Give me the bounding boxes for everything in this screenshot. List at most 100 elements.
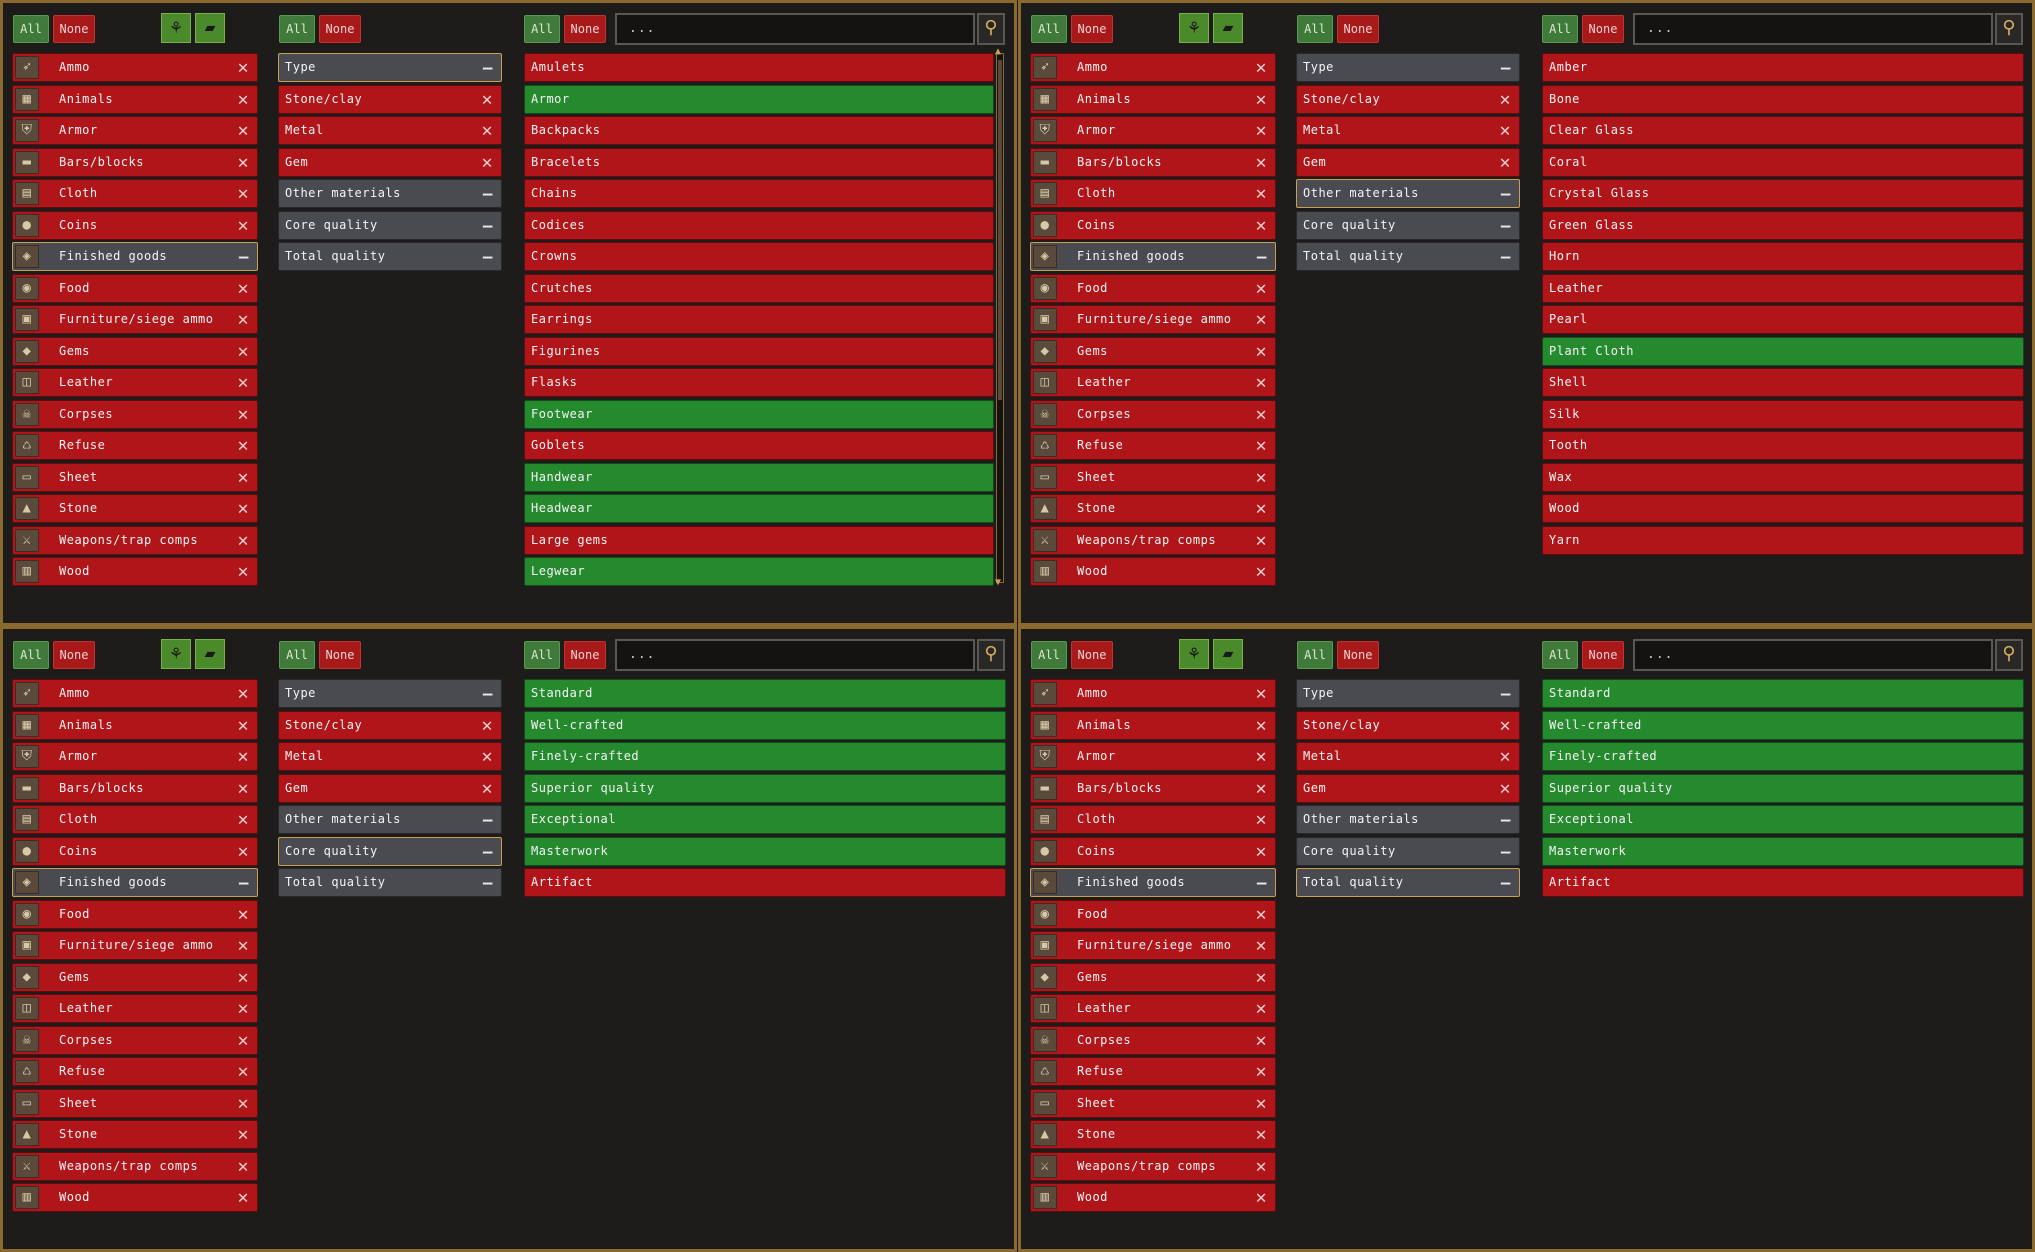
category-item[interactable]: ◆ Gems ✕: [1030, 962, 1276, 992]
list-item[interactable]: Pearl: [1542, 305, 2024, 334]
filter-item[interactable]: Type —: [1296, 53, 1520, 82]
disabled-x-icon[interactable]: ✕: [237, 340, 249, 362]
disabled-x-icon[interactable]: ✕: [1255, 809, 1267, 830]
category-item[interactable]: ▬ Bars/blocks ✕: [1030, 773, 1276, 803]
disabled-x-icon[interactable]: ✕: [1255, 498, 1267, 519]
disabled-x-icon[interactable]: ✕: [237, 966, 249, 988]
filter-item[interactable]: Core quality —: [278, 210, 502, 240]
search-icon[interactable]: ⚲: [1995, 13, 2023, 45]
category-item[interactable]: ▤ Cloth ✕: [12, 805, 258, 834]
category-item[interactable]: ▥ Wood ✕: [1030, 557, 1276, 586]
list-item[interactable]: Amulets: [524, 53, 994, 82]
category-item[interactable]: ▭ Sheet ✕: [12, 462, 258, 492]
category-item[interactable]: ♺ Refuse ✕: [12, 1057, 258, 1086]
list-item[interactable]: Coral: [1542, 147, 2024, 177]
partial-toggle-icon[interactable]: —: [1500, 247, 1511, 266]
disabled-x-icon[interactable]: ✕: [237, 529, 249, 551]
filter-item[interactable]: Other materials —: [1296, 805, 1520, 834]
categories-none-button[interactable]: None: [1071, 641, 1113, 669]
disabled-x-icon[interactable]: ✕: [237, 120, 249, 141]
disabled-x-icon[interactable]: ✕: [1255, 683, 1267, 704]
disabled-x-icon[interactable]: ✕: [237, 1187, 249, 1208]
list-item[interactable]: Tooth: [1542, 431, 2024, 460]
category-item[interactable]: ▭ Sheet ✕: [1030, 462, 1276, 492]
list-item[interactable]: Yarn: [1542, 525, 2024, 555]
disabled-x-icon[interactable]: ✕: [1255, 966, 1267, 988]
disabled-x-icon[interactable]: ✕: [1499, 88, 1511, 110]
disabled-x-icon[interactable]: ✕: [1255, 1029, 1267, 1051]
category-item[interactable]: ⛨ Armor ✕: [12, 116, 258, 145]
disabled-x-icon[interactable]: ✕: [1255, 529, 1267, 551]
category-item[interactable]: ● Coins ✕: [12, 210, 258, 240]
partial-toggle-icon[interactable]: —: [1500, 58, 1511, 77]
category-item[interactable]: ▥ Wood ✕: [12, 1183, 258, 1212]
category-item[interactable]: ▦ Animals ✕: [1030, 710, 1276, 740]
filter-item[interactable]: Type —: [1296, 679, 1520, 708]
filter-item[interactable]: Stone/clay ✕: [1296, 710, 1520, 740]
list-item[interactable]: Finely-crafted: [524, 742, 1006, 771]
disabled-x-icon[interactable]: ✕: [481, 777, 493, 799]
filter-item[interactable]: Total quality —: [278, 242, 502, 271]
list-item[interactable]: Standard: [524, 679, 1006, 708]
list-item[interactable]: Plant Cloth: [1542, 336, 2024, 366]
category-item[interactable]: ▤ Cloth ✕: [1030, 179, 1276, 208]
list-item[interactable]: Goblets: [524, 431, 994, 460]
list-item[interactable]: Backpacks: [524, 116, 994, 145]
category-item[interactable]: ▥ Wood ✕: [1030, 1183, 1276, 1212]
filter-item[interactable]: Metal ✕: [1296, 116, 1520, 145]
disabled-x-icon[interactable]: ✕: [1255, 935, 1267, 956]
disabled-x-icon[interactable]: ✕: [1499, 746, 1511, 767]
disabled-x-icon[interactable]: ✕: [237, 1029, 249, 1051]
category-item[interactable]: ● Coins ✕: [12, 836, 258, 866]
disabled-x-icon[interactable]: ✕: [481, 746, 493, 767]
list-item[interactable]: Chains: [524, 179, 994, 208]
items-all-button[interactable]: All: [524, 641, 560, 669]
list-item[interactable]: Earrings: [524, 305, 994, 334]
list-item[interactable]: Shell: [1542, 368, 2024, 397]
category-item[interactable]: ▬ Bars/blocks ✕: [12, 147, 258, 177]
category-item[interactable]: ➶ Ammo ✕: [12, 679, 258, 708]
category-item[interactable]: ◆ Gems ✕: [1030, 336, 1276, 366]
disabled-x-icon[interactable]: ✕: [1255, 372, 1267, 393]
partial-toggle-icon[interactable]: —: [482, 841, 493, 861]
category-item[interactable]: ▭ Sheet ✕: [1030, 1088, 1276, 1118]
partial-toggle-icon[interactable]: —: [238, 247, 249, 266]
partial-toggle-icon[interactable]: —: [482, 684, 493, 703]
search-icon[interactable]: ⚲: [1995, 639, 2023, 671]
category-item[interactable]: ⚔ Weapons/trap comps ✕: [1030, 525, 1276, 555]
disabled-x-icon[interactable]: ✕: [237, 998, 249, 1019]
category-item[interactable]: ◆ Gems ✕: [12, 336, 258, 366]
list-item[interactable]: Finely-crafted: [1542, 742, 2024, 771]
category-item[interactable]: ▬ Bars/blocks ✕: [1030, 147, 1276, 177]
filter-item[interactable]: Stone/clay ✕: [278, 710, 502, 740]
list-item[interactable]: Bracelets: [524, 147, 994, 177]
category-item[interactable]: ◉ Food ✕: [12, 273, 258, 303]
disabled-x-icon[interactable]: ✕: [1255, 57, 1267, 78]
filter-item[interactable]: Core quality —: [1296, 836, 1520, 866]
list-item[interactable]: Amber: [1542, 53, 2024, 82]
filter-item[interactable]: Stone/clay ✕: [1296, 84, 1520, 114]
disabled-x-icon[interactable]: ✕: [237, 183, 249, 204]
disabled-x-icon[interactable]: ✕: [1255, 183, 1267, 204]
list-item[interactable]: Crystal Glass: [1542, 179, 2024, 208]
category-item[interactable]: ☠ Corpses ✕: [12, 1025, 258, 1055]
list-item[interactable]: Exceptional: [524, 805, 1006, 834]
plant-icon[interactable]: ⚘: [161, 639, 191, 669]
plant-icon[interactable]: ⚘: [161, 13, 191, 43]
disabled-x-icon[interactable]: ✕: [237, 561, 249, 582]
items-none-button[interactable]: None: [1582, 15, 1624, 43]
plant-icon[interactable]: ⚘: [1179, 639, 1209, 669]
list-item[interactable]: Armor: [524, 84, 994, 114]
disabled-x-icon[interactable]: ✕: [1255, 151, 1267, 173]
disabled-x-icon[interactable]: ✕: [1499, 777, 1511, 799]
list-item[interactable]: Crowns: [524, 242, 994, 271]
partial-toggle-icon[interactable]: —: [482, 58, 493, 77]
items-all-button[interactable]: All: [1542, 641, 1578, 669]
items-none-button[interactable]: None: [564, 15, 606, 43]
list-item[interactable]: Masterwork: [1542, 836, 2024, 866]
category-item[interactable]: ⚔ Weapons/trap comps ✕: [12, 1151, 258, 1181]
filter-item[interactable]: Gem ✕: [278, 147, 502, 177]
category-item[interactable]: ◫ Leather ✕: [12, 994, 258, 1023]
category-item[interactable]: ◈ Finished goods —: [12, 868, 258, 897]
list-item[interactable]: Footwear: [524, 399, 994, 429]
